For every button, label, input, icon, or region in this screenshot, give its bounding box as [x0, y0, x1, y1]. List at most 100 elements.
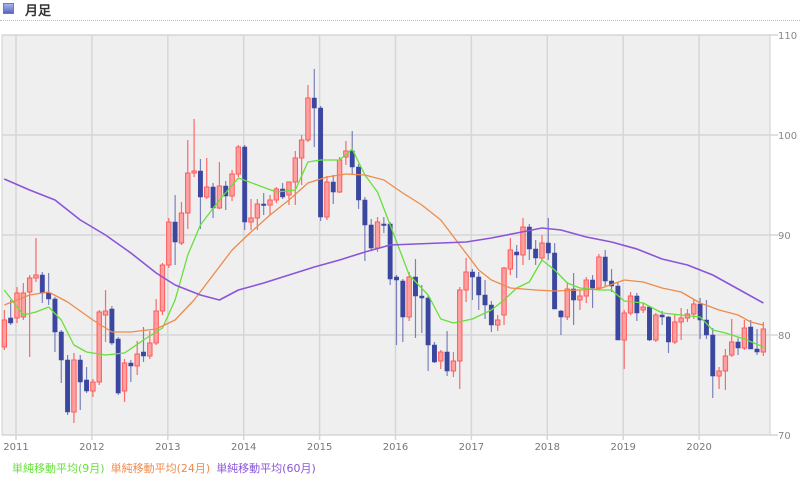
candle-down: [394, 276, 399, 281]
candle-up: [166, 221, 172, 266]
x-tick-label: 2014: [231, 442, 256, 453]
candle-up: [501, 267, 507, 316]
candle-down: [634, 295, 640, 314]
candle-down: [141, 351, 146, 357]
candle-down: [77, 359, 83, 383]
candle-up: [520, 226, 526, 256]
y-tick-label: 80: [778, 331, 791, 342]
candle-up: [463, 271, 469, 291]
chart-title: 月足: [25, 4, 52, 19]
candle-down: [710, 334, 716, 377]
candle-down: [330, 181, 336, 193]
line-ma9: [3, 148, 764, 356]
candle-up: [495, 319, 501, 326]
candle-down: [514, 251, 520, 256]
candle-down: [602, 256, 608, 282]
candle-up: [121, 362, 128, 392]
candle-down: [476, 276, 482, 296]
candle-up: [147, 342, 153, 357]
candle-down: [400, 280, 406, 318]
candle-up: [621, 312, 627, 341]
candle-down: [526, 226, 532, 250]
candle-up: [722, 355, 729, 372]
candle-up: [298, 139, 305, 159]
candle-up: [672, 321, 678, 343]
candle-down: [8, 317, 14, 324]
candle-up: [204, 186, 210, 198]
candle-up: [90, 381, 96, 392]
candle-down: [482, 294, 488, 306]
candle-up: [292, 157, 299, 183]
candle-down: [413, 276, 418, 297]
x-tick-label: 2012: [79, 442, 104, 453]
candle-down: [552, 252, 558, 310]
y-tick-label: 110: [778, 31, 797, 42]
candle-up: [438, 351, 444, 362]
candle-up: [716, 370, 722, 377]
x-tick-label: 2017: [459, 442, 484, 453]
y-tick-label: 100: [778, 131, 797, 142]
candle-down: [362, 199, 368, 226]
candle-up: [760, 328, 767, 353]
line-ma60: [3, 178, 764, 304]
chart-header: 月足: [0, 0, 800, 21]
candle-up: [14, 292, 20, 319]
x-tick-label: 2011: [3, 442, 28, 453]
legend-ma24: 単純移動平均(24月): [110, 462, 211, 475]
candle-down: [115, 338, 121, 394]
candle-up: [33, 274, 39, 279]
candle-down: [425, 297, 431, 346]
candle-down: [533, 248, 539, 259]
x-tick-label: 2020: [686, 442, 711, 453]
candle-down: [128, 362, 134, 367]
header-divider: [0, 20, 800, 21]
candle-down: [242, 146, 248, 223]
candle-down: [46, 292, 52, 300]
candle-up: [374, 221, 381, 249]
candle-down: [197, 170, 203, 198]
candle-up: [653, 314, 659, 341]
candle-down: [39, 274, 45, 294]
candle-up: [1, 319, 8, 348]
candle-down: [735, 341, 741, 349]
candle-down: [571, 288, 577, 301]
candle-down: [754, 348, 760, 353]
candle-up: [235, 146, 242, 175]
candle-up: [191, 170, 197, 174]
candle-down: [703, 319, 709, 336]
candle-up: [286, 181, 292, 196]
x-tick-label: 2016: [383, 442, 408, 453]
candle-down: [615, 285, 621, 341]
candle-up: [596, 256, 602, 289]
x-tick-label: 2013: [155, 442, 180, 453]
candle-up: [216, 185, 223, 209]
x-tick-label: 2018: [535, 442, 560, 453]
line-ma24: [4, 173, 764, 333]
candle-down: [469, 271, 475, 278]
candle-down: [84, 379, 90, 392]
candle-up: [691, 303, 697, 315]
candle-down: [666, 316, 671, 343]
candle-up: [406, 276, 412, 318]
candle-down: [318, 107, 324, 218]
candle-down: [261, 203, 267, 206]
candle-up: [457, 289, 463, 362]
chart-legend: 単純移動平均(9月) 単純移動平均(24月) 単純移動平均(60月): [12, 460, 322, 476]
candle-up: [71, 359, 77, 413]
candle-down: [65, 359, 71, 413]
y-tick-label: 70: [778, 431, 791, 442]
candle-up: [134, 353, 140, 367]
candle-up: [640, 306, 646, 311]
candle-down: [381, 223, 387, 226]
candle-up: [627, 295, 634, 314]
candle-up: [267, 199, 273, 206]
candle-up: [185, 172, 191, 214]
candle-up: [273, 188, 280, 201]
candle-down: [387, 223, 393, 280]
candle-down: [311, 97, 317, 109]
candle-down: [419, 295, 425, 299]
candle-up: [450, 360, 457, 372]
candle-up: [507, 249, 514, 270]
candle-down: [488, 304, 494, 326]
